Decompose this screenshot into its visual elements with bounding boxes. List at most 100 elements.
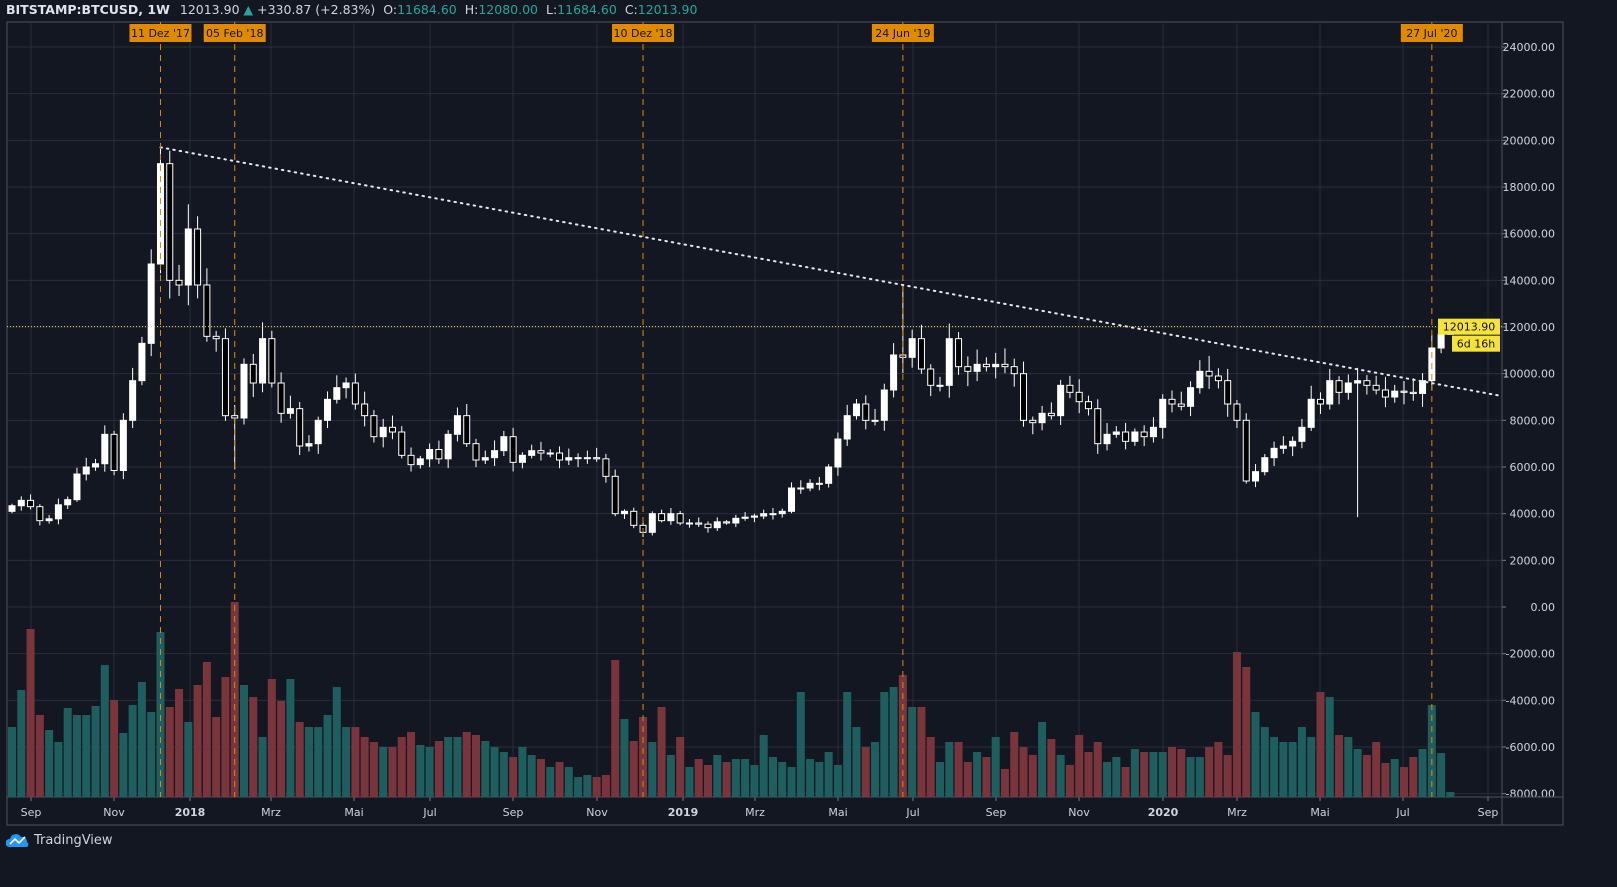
candle-down[interactable] (231, 415, 239, 419)
candle-down[interactable] (435, 448, 443, 460)
candle-up[interactable] (1437, 333, 1445, 349)
candle-up[interactable] (945, 338, 953, 386)
candle-down[interactable] (1335, 380, 1343, 393)
candle-up[interactable] (890, 354, 898, 391)
candle-up[interactable] (583, 457, 591, 460)
candle-up[interactable] (416, 458, 424, 466)
candle-up[interactable] (1103, 433, 1111, 445)
candle-up[interactable] (92, 463, 100, 468)
candle-down[interactable] (388, 426, 396, 433)
candle-down[interactable] (1010, 366, 1018, 375)
candle-up[interactable] (101, 433, 109, 465)
candle-down[interactable] (556, 452, 564, 461)
candle-up[interactable] (936, 384, 944, 387)
candle-down[interactable] (1075, 391, 1083, 403)
candle-down[interactable] (862, 403, 870, 421)
candle-down[interactable] (463, 415, 471, 445)
candle-up[interactable] (1057, 384, 1065, 417)
candle-down[interactable] (472, 443, 480, 461)
candle-up[interactable] (1326, 380, 1334, 405)
candle-up[interactable] (1419, 380, 1427, 394)
candle-up[interactable] (286, 408, 294, 414)
candle-up[interactable] (1038, 412, 1046, 424)
candle-down[interactable] (296, 408, 304, 447)
candle-down[interactable] (1224, 380, 1232, 405)
candle-down[interactable] (36, 506, 44, 522)
candle-up[interactable] (713, 521, 721, 529)
candle-up[interactable] (852, 403, 860, 417)
candle-up[interactable] (667, 513, 675, 522)
candle-down[interactable] (1381, 389, 1389, 398)
candle-up[interactable] (788, 487, 796, 512)
candle-down[interactable] (982, 363, 990, 368)
candle-up[interactable] (908, 338, 916, 358)
candle-up[interactable] (741, 516, 749, 519)
candle-up[interactable] (778, 510, 786, 515)
candle-up[interactable] (843, 415, 851, 440)
candle-up[interactable] (1112, 431, 1120, 435)
candle-up[interactable] (815, 482, 823, 485)
candle-up[interactable] (1261, 457, 1269, 473)
candle-down[interactable] (194, 228, 202, 286)
candle-up[interactable] (574, 457, 582, 460)
candle-up[interactable] (1391, 390, 1399, 398)
candle-up[interactable] (648, 513, 656, 533)
candle-up[interactable] (379, 426, 387, 438)
candle-down[interactable] (1047, 412, 1055, 417)
candle-up[interactable] (992, 363, 1000, 368)
candle-down[interactable] (509, 436, 517, 463)
candle-down[interactable] (268, 338, 276, 384)
candle-down[interactable] (917, 338, 925, 370)
candle-down[interactable] (1409, 391, 1417, 394)
candle-up[interactable] (750, 515, 758, 518)
candle-down[interactable] (1214, 375, 1222, 382)
candle-down[interactable] (1363, 380, 1371, 386)
candle-down[interactable] (1140, 431, 1148, 438)
candle-up[interactable] (426, 448, 434, 460)
candle-down[interactable] (602, 458, 610, 477)
candle-down[interactable] (1020, 373, 1028, 421)
candle-down[interactable] (407, 454, 415, 466)
candle-up[interactable] (806, 482, 814, 489)
candle-up[interactable] (1354, 380, 1362, 384)
candle-up[interactable] (565, 457, 573, 461)
candle-down[interactable] (1242, 419, 1250, 482)
candle-up[interactable] (147, 263, 155, 344)
candle-down[interactable] (695, 522, 703, 525)
candle-up[interactable] (760, 513, 768, 517)
candle-up[interactable] (834, 438, 842, 468)
candle-up[interactable] (620, 510, 628, 515)
candle-down[interactable] (704, 523, 712, 529)
candle-up[interactable] (769, 513, 777, 516)
candle-down[interactable] (611, 475, 619, 515)
candle-up[interactable] (825, 466, 833, 484)
candle-down[interactable] (175, 279, 183, 286)
candle-up[interactable] (444, 433, 452, 460)
candle-up[interactable] (453, 415, 461, 435)
candle-up[interactable] (481, 457, 489, 461)
candle-down[interactable] (370, 415, 378, 438)
candle-up[interactable] (685, 522, 693, 525)
candle-up[interactable] (1279, 445, 1287, 449)
candle-up[interactable] (45, 518, 53, 522)
candle-up[interactable] (880, 389, 888, 421)
candle-up[interactable] (54, 504, 62, 520)
candle-down[interactable] (676, 513, 684, 524)
candle-down[interactable] (955, 338, 963, 368)
candle-down[interactable] (1066, 384, 1074, 393)
candle-down[interactable] (1372, 384, 1380, 391)
candle-up[interactable] (1131, 431, 1139, 442)
candle-down[interactable] (27, 499, 35, 508)
candle-up[interactable] (491, 450, 499, 459)
candle-up[interactable] (500, 436, 508, 452)
candle-up[interactable] (138, 342, 146, 382)
candle-down[interactable] (964, 366, 972, 372)
candle-up[interactable] (528, 450, 536, 456)
candle-up[interactable] (305, 443, 313, 447)
candle-down[interactable] (1029, 419, 1037, 424)
candle-up[interactable] (871, 419, 879, 422)
candle-up[interactable] (119, 419, 127, 471)
candle-down[interactable] (630, 510, 638, 526)
tradingview-logo[interactable]: TradingView (6, 832, 113, 848)
